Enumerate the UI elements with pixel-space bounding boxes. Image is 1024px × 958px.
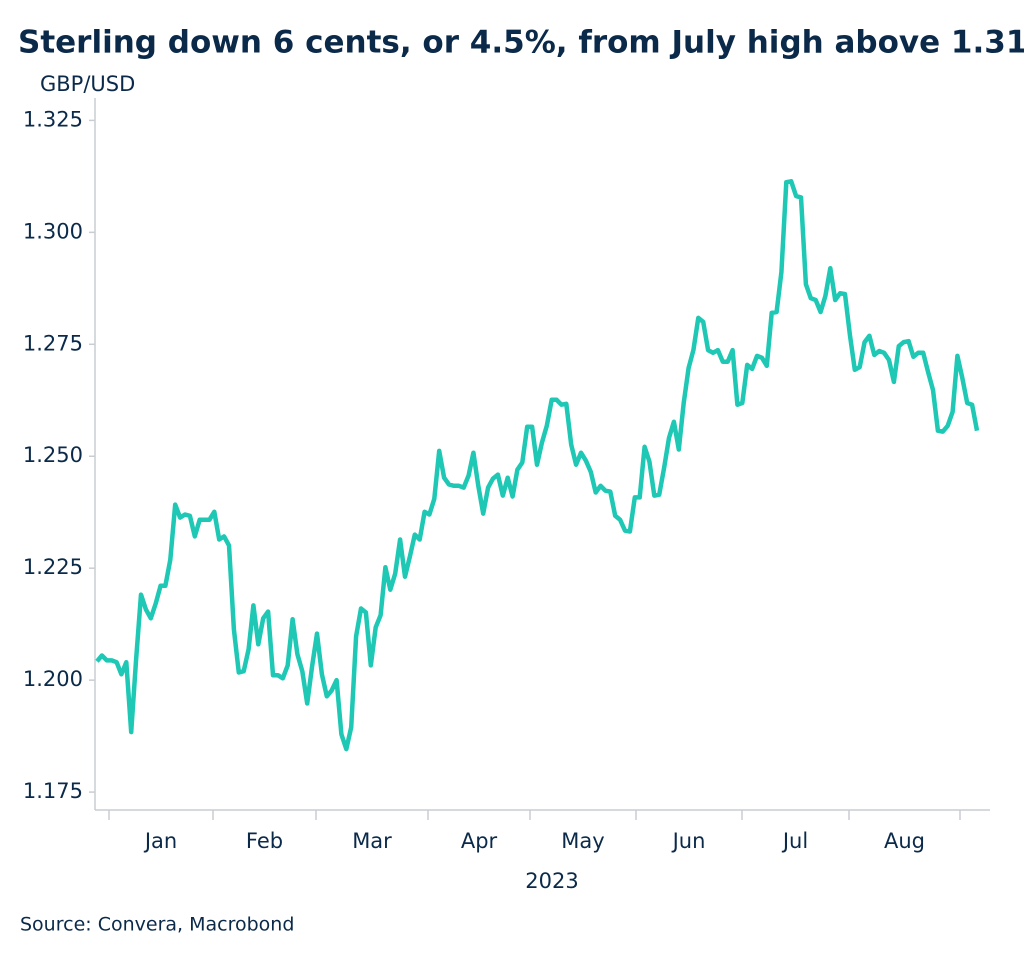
x-tick-label: Apr (461, 829, 498, 853)
y-axis-label: GBP/USD (40, 72, 135, 96)
y-tick-label: 1.250 (23, 443, 83, 467)
x-tick-label: May (561, 829, 604, 853)
x-tick-label: Jul (781, 829, 808, 853)
x-tick-label: Jun (671, 829, 706, 853)
y-tick-label: 1.200 (23, 667, 83, 691)
y-tick-label: 1.275 (23, 331, 83, 355)
y-tick-label: 1.300 (23, 219, 83, 243)
x-tick-label: Mar (352, 829, 392, 853)
y-tick-label: 1.225 (23, 555, 83, 579)
source-note: Source: Convera, Macrobond (20, 914, 294, 936)
x-tick-label: Jan (143, 829, 177, 853)
x-tick-label: Feb (246, 829, 283, 853)
chart-title: Sterling down 6 cents, or 4.5%, from Jul… (18, 25, 1024, 61)
x-tick-label: Aug (884, 829, 925, 853)
price-line (95, 179, 980, 752)
y-tick-label: 1.175 (23, 779, 83, 803)
x-axis-label: 2023 (525, 869, 578, 893)
y-tick-label: 1.325 (23, 107, 83, 131)
